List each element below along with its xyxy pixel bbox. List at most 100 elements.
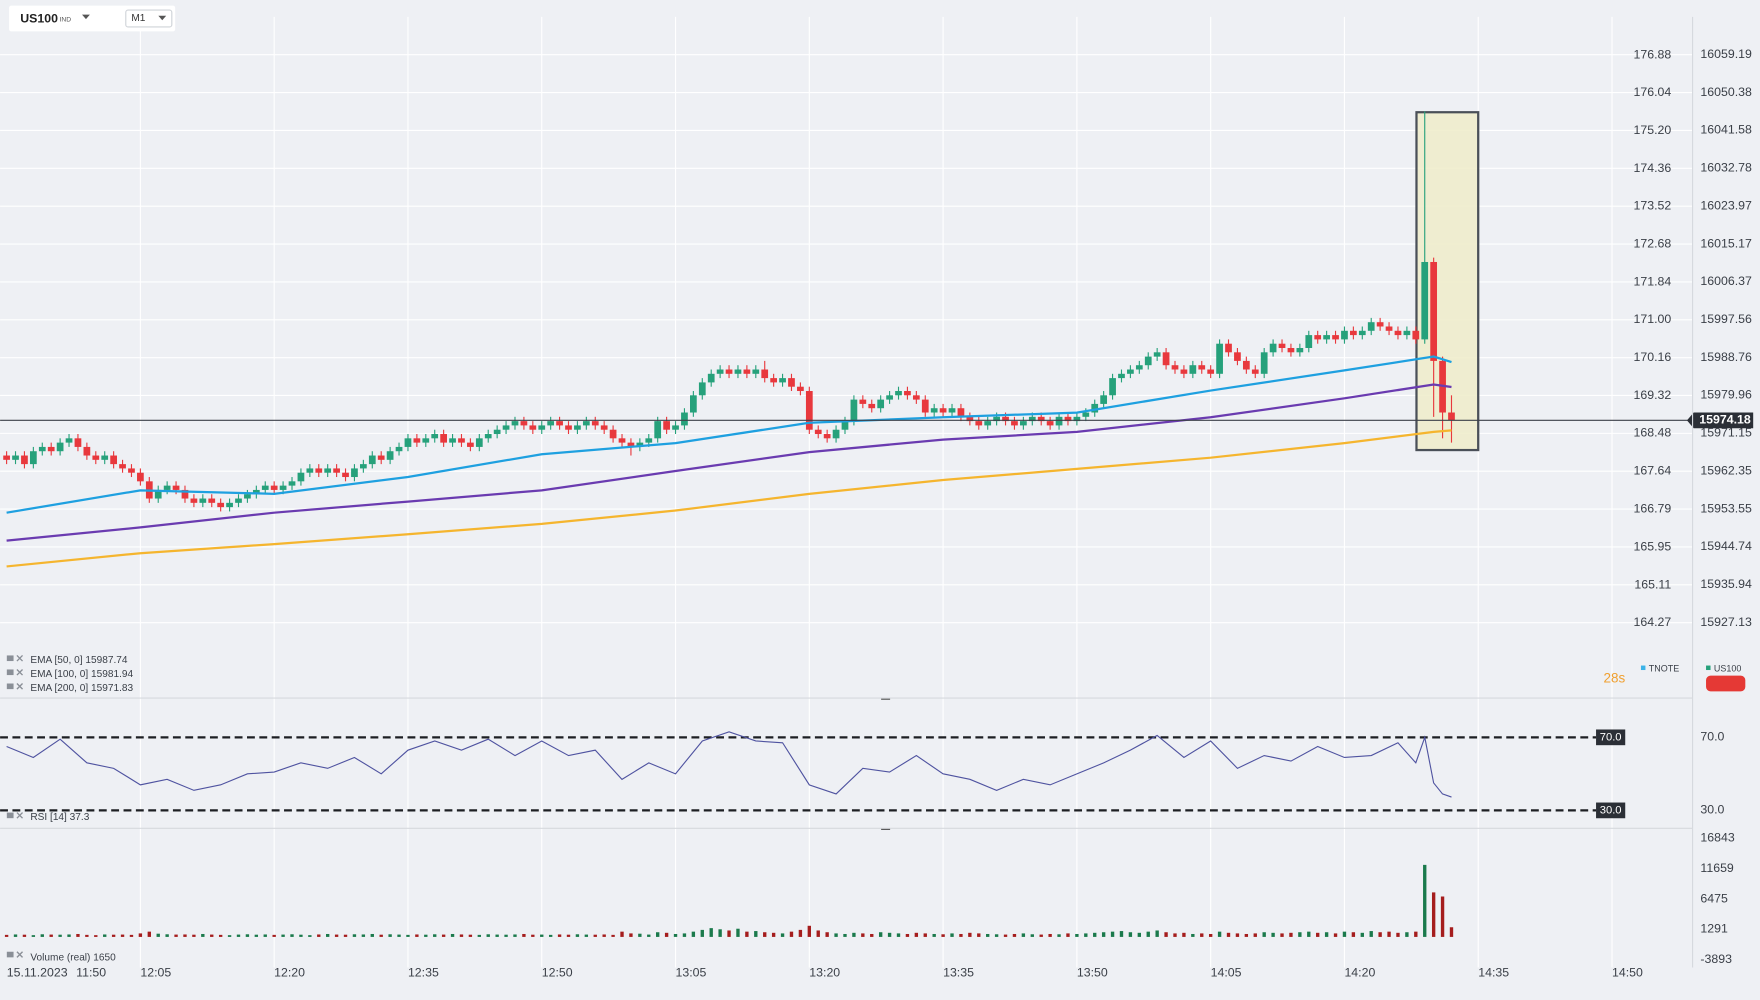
candle-body: [1216, 343, 1223, 374]
legend-entry: EMA [50, 0] 15987.74: [30, 655, 127, 666]
volume-bar: [959, 933, 963, 937]
y-tick-label: 16032.78: [1700, 161, 1752, 175]
volume-bar: [843, 933, 847, 937]
y-tick-label: 15935.94: [1700, 577, 1752, 591]
volume-bar: [1075, 933, 1079, 937]
legend-remove: [16, 654, 24, 662]
legend-entry: EMA [200, 0] 15971.83: [30, 683, 133, 694]
compare-swatch: [1640, 665, 1646, 671]
volume-bar: [218, 934, 223, 937]
candle-body: [930, 408, 938, 413]
volume-bar: [1155, 930, 1159, 937]
candle-body: [1341, 330, 1348, 340]
candle-body: [190, 498, 198, 503]
volume-bar: [22, 934, 27, 937]
candle-body: [163, 485, 171, 490]
candle-body: [502, 425, 510, 430]
volume-bar: [825, 932, 829, 937]
ema-line: [6, 355, 1452, 514]
legend-icon: [6, 669, 14, 676]
volume-bar: [513, 934, 517, 937]
volume-bar: [807, 925, 811, 937]
candle-body: [47, 446, 55, 452]
dropdown-arrow[interactable]: [82, 14, 90, 20]
candle-body: [475, 438, 483, 447]
candle-body: [1394, 330, 1402, 336]
volume-bar: [647, 934, 651, 937]
volume-bar: [165, 934, 169, 937]
volume-bar: [85, 934, 89, 937]
volume-bar: [593, 934, 597, 937]
legend-name: RSI [14]: [30, 812, 67, 823]
y2-tick-label: 172.68: [1634, 236, 1672, 250]
volume-bar: [950, 933, 954, 937]
volume-bar: [326, 933, 330, 937]
candle-body: [172, 485, 180, 490]
volume-bar: [1431, 892, 1436, 937]
y2-tick-label: 170.16: [1634, 350, 1672, 364]
candle-body: [1242, 360, 1250, 370]
volume-bar: [1351, 932, 1356, 937]
candle-body: [672, 425, 679, 430]
volume-bar: [1253, 933, 1257, 937]
y-tick-label: 15988.76: [1700, 350, 1752, 364]
candle-body: [1144, 356, 1152, 366]
volume-bar: [763, 932, 767, 937]
candle-body: [270, 485, 278, 490]
volume-bar: [174, 934, 178, 937]
candle-body: [3, 455, 10, 460]
volume-bar: [1298, 932, 1302, 937]
candle-body: [342, 472, 349, 478]
candle-body: [1412, 330, 1420, 340]
labels: 15927.13 15935.94 15944.74 15953.55 15962.35…: [6, 47, 1754, 979]
legend-icon: [6, 951, 14, 958]
rsi-level-tag-label: 30.0: [1600, 804, 1622, 816]
y-tick-label: 6475: [1700, 891, 1728, 905]
candle-body: [1323, 335, 1330, 340]
x-tick-label: 14:20: [1344, 965, 1375, 979]
grid: [0, 16, 1693, 968]
y2-tick-label: 164.27: [1634, 615, 1672, 629]
volume-bar: [397, 934, 401, 937]
candle-body: [21, 455, 28, 465]
x-tick-label: 12:20: [274, 965, 305, 979]
volume-bar: [1333, 933, 1338, 937]
candle-body: [440, 434, 448, 443]
volume-bar: [557, 934, 562, 937]
volume-bar: [1110, 931, 1115, 937]
ema-line: [6, 383, 1452, 542]
volume-bar: [709, 928, 713, 937]
volume-bar: [1378, 932, 1382, 937]
candle-body: [582, 421, 590, 426]
candle-body: [119, 464, 126, 469]
volume-bar: [1262, 932, 1266, 937]
candle-body: [716, 369, 724, 374]
volume-bar: [771, 932, 776, 937]
volume-bar: [977, 933, 981, 937]
volume-bar: [361, 934, 366, 937]
candle-body: [65, 438, 73, 443]
y-tick-label: 15971.15: [1700, 426, 1752, 440]
volume-bar: [584, 934, 589, 937]
timeframe-box[interactable]: [125, 9, 173, 28]
candle-body: [600, 425, 608, 430]
candle-body: [797, 386, 804, 392]
candle-body: [422, 438, 430, 443]
candle-body: [74, 438, 82, 447]
volume-bar: [1057, 934, 1061, 937]
candle-body: [279, 485, 287, 490]
candle-body: [395, 446, 403, 452]
compare-swatch: [1706, 665, 1711, 671]
volume-bar: [1048, 933, 1052, 937]
legend-icon: [6, 683, 14, 690]
candle-body: [1073, 416, 1081, 422]
y-tick-label: 16023.97: [1700, 198, 1752, 212]
candle-body: [315, 468, 323, 473]
dropdown-arrow[interactable]: [158, 15, 167, 21]
candle-body: [404, 438, 412, 447]
volume-bar: [441, 934, 446, 937]
volume-bar: [317, 934, 321, 937]
candle-body: [1403, 330, 1411, 336]
volume-bar: [1208, 933, 1213, 937]
